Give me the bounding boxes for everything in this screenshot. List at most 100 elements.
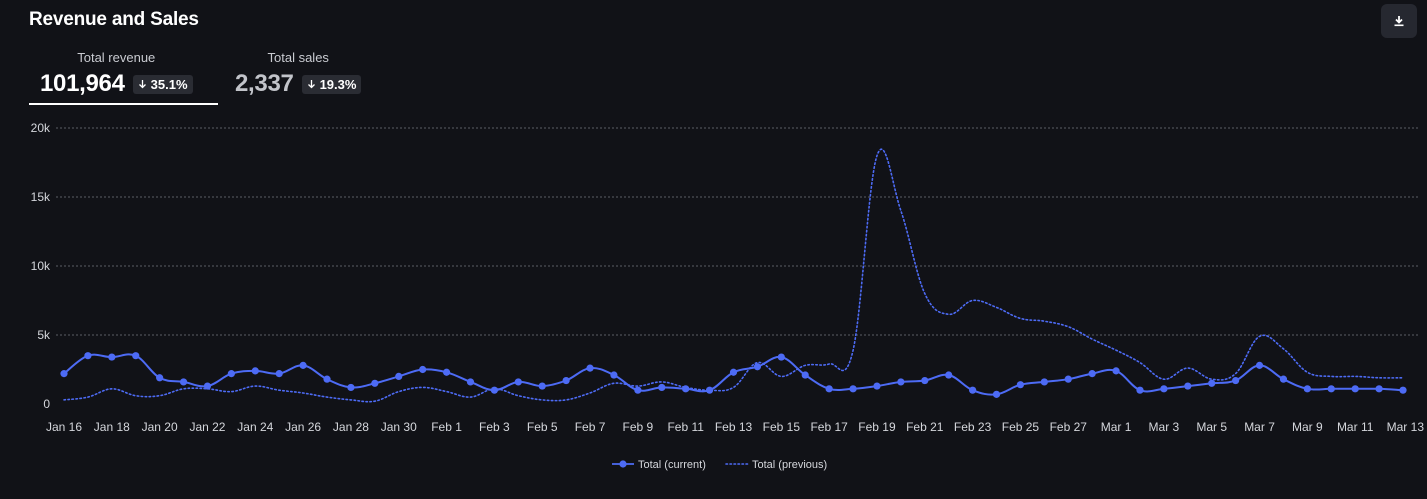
x-tick-label: Feb 23 xyxy=(954,420,992,434)
data-point xyxy=(777,353,785,361)
data-point xyxy=(897,378,905,386)
data-point xyxy=(586,364,594,372)
y-tick-label: 10k xyxy=(31,259,51,273)
x-tick-label: Jan 30 xyxy=(381,420,417,434)
legend-marker-current xyxy=(619,460,627,468)
x-tick-label: Mar 9 xyxy=(1292,420,1323,434)
data-point xyxy=(156,374,164,382)
data-point xyxy=(60,370,68,378)
data-point xyxy=(658,383,666,392)
data-point xyxy=(873,382,881,390)
arrow-down-icon xyxy=(307,80,315,89)
data-point xyxy=(682,385,690,393)
kpi-total-sales[interactable]: Total sales 2,337 19.3% xyxy=(235,50,362,98)
kpi-change-value: 19.3% xyxy=(319,76,357,92)
y-tick-label: 5k xyxy=(37,328,51,342)
x-tick-label: Jan 28 xyxy=(333,420,369,434)
data-point xyxy=(1399,386,1407,394)
data-point xyxy=(825,385,833,393)
data-point xyxy=(610,371,618,379)
x-tick-label: Mar 3 xyxy=(1149,420,1180,434)
download-button[interactable] xyxy=(1381,4,1417,38)
data-point xyxy=(1327,385,1335,393)
data-point xyxy=(1279,375,1288,383)
data-point xyxy=(227,370,235,378)
data-point xyxy=(1208,379,1216,387)
data-point xyxy=(1040,378,1048,386)
x-tick-label: Mar 11 xyxy=(1337,420,1374,434)
data-point xyxy=(705,386,714,394)
y-tick-label: 0 xyxy=(43,397,50,411)
data-point xyxy=(969,386,977,394)
x-tick-label: Feb 21 xyxy=(906,420,944,434)
x-tick-label: Jan 22 xyxy=(189,420,225,434)
data-point xyxy=(419,365,427,374)
data-point xyxy=(801,371,809,379)
data-point xyxy=(849,385,857,393)
data-point xyxy=(1303,385,1311,393)
legend-label-previous: Total (previous) xyxy=(752,459,827,471)
data-point xyxy=(395,372,403,380)
x-tick-label: Feb 3 xyxy=(479,420,510,434)
data-point xyxy=(323,375,331,383)
data-point xyxy=(203,382,212,390)
kpi-label: Total revenue xyxy=(77,50,156,65)
x-tick-label: Jan 24 xyxy=(237,420,273,434)
x-tick-label: Feb 7 xyxy=(575,420,606,434)
series-line-previous xyxy=(63,148,1404,403)
data-point xyxy=(275,370,283,378)
x-tick-label: Feb 11 xyxy=(667,420,704,434)
x-tick-label: Feb 9 xyxy=(623,420,654,434)
kpi-change-badge: 35.1% xyxy=(132,74,193,94)
x-tick-label: Jan 20 xyxy=(142,420,178,434)
data-point xyxy=(1136,386,1144,394)
data-point xyxy=(490,386,498,394)
x-tick-label: Feb 1 xyxy=(431,420,462,434)
x-tick-label: Jan 18 xyxy=(94,420,130,434)
kpi-total-revenue[interactable]: Total revenue 101,964 35.1% xyxy=(40,50,193,98)
data-point xyxy=(84,352,92,360)
data-point xyxy=(1064,375,1072,383)
data-point xyxy=(1160,385,1168,393)
data-point xyxy=(729,368,738,376)
y-tick-label: 20k xyxy=(31,121,51,135)
data-point xyxy=(753,363,762,371)
data-point xyxy=(347,383,355,392)
kpi-change-value: 35.1% xyxy=(150,76,188,92)
data-point xyxy=(634,386,642,394)
data-point xyxy=(538,382,546,390)
data-point xyxy=(132,352,140,360)
data-point xyxy=(1375,385,1383,393)
x-tick-label: Feb 13 xyxy=(715,420,753,434)
kpi-value: 2,337 xyxy=(235,70,294,97)
selected-kpi-indicator xyxy=(29,103,218,105)
x-tick-label: Mar 5 xyxy=(1196,420,1227,434)
data-point xyxy=(1255,361,1264,369)
x-tick-label: Mar 7 xyxy=(1244,420,1275,434)
x-tick-label: Jan 26 xyxy=(285,420,321,434)
kpi-value: 101,964 xyxy=(40,70,125,97)
x-tick-label: Feb 19 xyxy=(858,420,896,434)
y-tick-label: 15k xyxy=(31,190,51,204)
x-tick-label: Jan 16 xyxy=(46,420,82,434)
data-point xyxy=(514,378,522,386)
data-point xyxy=(992,390,1001,398)
data-point xyxy=(1351,385,1359,393)
x-tick-label: Mar 1 xyxy=(1101,420,1132,434)
kpi-label: Total sales xyxy=(267,50,329,65)
data-point xyxy=(108,353,116,361)
data-point xyxy=(1112,367,1120,375)
data-point xyxy=(945,371,953,379)
data-point xyxy=(251,367,259,375)
data-point xyxy=(1232,376,1240,385)
arrow-down-icon xyxy=(138,80,146,89)
x-tick-label: Mar 13 xyxy=(1387,420,1425,434)
kpi-change-badge: 19.3% xyxy=(301,74,362,94)
data-point xyxy=(1184,382,1192,390)
data-point xyxy=(442,368,451,376)
data-point xyxy=(1016,381,1025,389)
data-point xyxy=(562,376,570,385)
download-icon xyxy=(1394,16,1404,27)
